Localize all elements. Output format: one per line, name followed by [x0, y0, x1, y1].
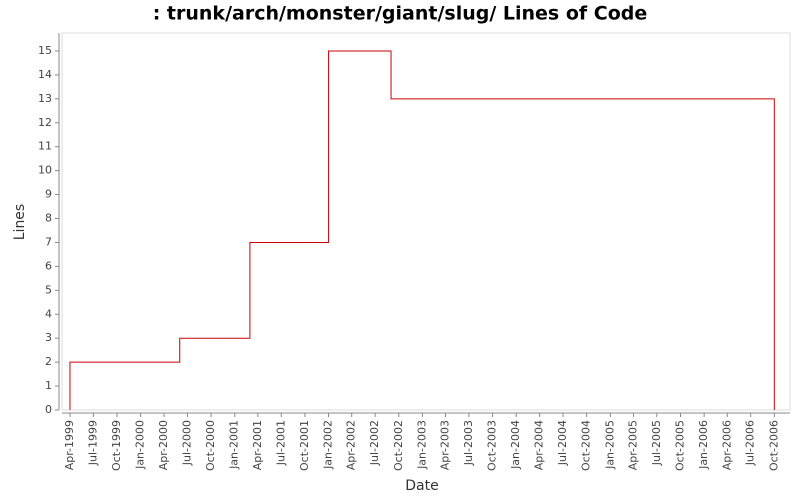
y-axis-title: Lines [12, 204, 28, 240]
x-tick-label: Jul-2004 [556, 420, 569, 466]
x-tick-label: Oct-2002 [392, 420, 405, 471]
x-tick-label: Jul-2001 [274, 420, 287, 466]
step-line [69, 50, 775, 410]
x-tick-label: Oct-2003 [486, 420, 499, 471]
y-tick-label: 6 [45, 259, 52, 272]
x-tick-label: Oct-2005 [673, 420, 686, 471]
x-tick-label: Jul-2002 [368, 420, 381, 466]
x-tick-label: Oct-2006 [767, 420, 780, 471]
x-tick-label: Apr-1999 [63, 420, 76, 470]
x-tick-label: Oct-2004 [580, 420, 593, 471]
x-tick-label: Apr-2000 [157, 420, 170, 470]
y-tick-label: 2 [45, 355, 52, 368]
y-tick-label: 7 [45, 235, 52, 248]
x-tick-label: Jan-2000 [134, 420, 147, 470]
x-tick-label: Apr-2003 [439, 420, 452, 470]
x-tick-label: Oct-2000 [204, 420, 217, 471]
x-tick-label: Apr-2004 [533, 420, 546, 470]
x-axis-title: Date [405, 478, 438, 494]
x-tick-label: Jan-2005 [603, 420, 616, 470]
x-tick-label: Apr-2006 [720, 420, 733, 470]
y-tick-label: 5 [45, 283, 52, 296]
x-tick-label: Apr-2001 [251, 420, 264, 470]
y-tick-label: 9 [45, 188, 52, 201]
x-tick-label: Oct-2001 [298, 420, 311, 471]
y-tick-label: 14 [38, 68, 52, 81]
y-tick-label: 1 [45, 379, 52, 392]
x-tick-label: Oct-1999 [110, 420, 123, 471]
plot-frame [61, 32, 791, 411]
chart-title: : trunk/arch/monster/giant/slug/ Lines o… [153, 3, 648, 25]
y-tick-label: 15 [38, 44, 52, 57]
y-tick-label: 12 [38, 116, 52, 129]
x-tick-label: Jan-2001 [228, 420, 241, 470]
y-tick-label: 3 [45, 331, 52, 344]
x-tick-label: Jan-2002 [322, 420, 335, 470]
x-tick-label: Jul-2000 [180, 420, 193, 466]
x-tick-label: Jul-2003 [462, 420, 475, 466]
x-tick-label: Jan-2004 [509, 420, 522, 470]
y-tick-label: 11 [38, 140, 52, 153]
y-tick-label: 8 [45, 212, 52, 225]
y-tick-label: 0 [45, 403, 52, 416]
x-tick-label: Jul-1999 [86, 420, 99, 466]
x-tick-label: Apr-2002 [345, 420, 358, 470]
x-tick-label: Jul-2005 [650, 420, 663, 466]
y-tick-label: 4 [45, 307, 52, 320]
y-tick-label: 10 [38, 164, 52, 177]
y-tick-label: 13 [38, 92, 52, 105]
x-tick-label: Apr-2005 [626, 420, 639, 470]
x-tick-label: Jul-2006 [744, 420, 757, 466]
x-tick-label: Jan-2003 [415, 420, 428, 470]
x-tick-label: Jan-2006 [697, 420, 710, 470]
